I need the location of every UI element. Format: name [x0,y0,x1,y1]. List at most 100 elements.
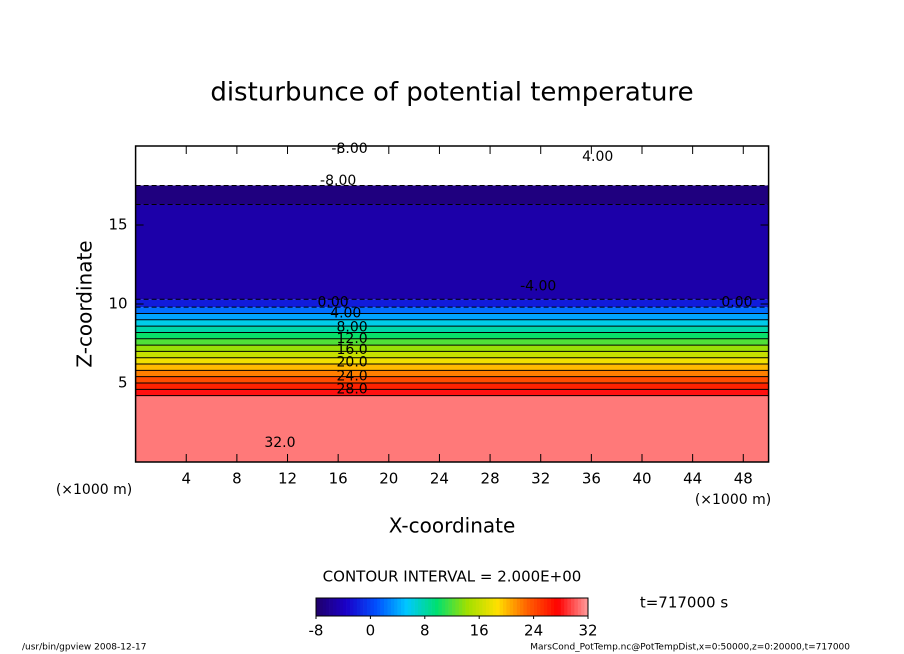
colorbar-swatch [492,598,497,616]
colorbar-swatch [380,598,385,616]
contour-label: 0.00 [318,294,349,310]
contour-band [135,351,769,358]
colorbar-swatch [472,598,477,616]
colorbar-swatch [346,598,351,616]
colorbar-swatch [390,598,395,616]
colorbar-swatch [363,598,368,616]
contour-label: 12.0 [337,331,368,347]
contour-band [135,313,769,320]
contour-band [135,307,769,314]
colorbar-swatch [448,598,453,616]
colorbar-swatch [356,598,361,616]
colorbar-swatch [550,598,555,616]
colorbar-swatch [326,598,330,616]
colorbar-swatch [421,598,426,616]
colorbar-swatch [557,598,562,616]
colorbar-swatch [543,598,548,616]
x-tick-label: 44 [683,470,702,488]
colorbar-swatch [397,598,402,616]
colorbar-swatch [370,598,375,616]
x-tick-label: 24 [430,470,449,488]
colorbar-swatch [506,598,511,616]
contour-label: 8.00 [337,320,368,336]
colorbar-swatch [333,598,337,616]
contour-label: 4.00 [330,305,361,321]
x-tick-label: 12 [278,470,297,488]
colorbar-tick-label: 16 [470,622,489,640]
colorbar-swatch [394,598,398,616]
colorbar-tick-label: -8 [309,622,324,640]
colorbar-swatch [567,598,572,616]
colorbar-swatch [418,598,422,616]
colorbar-swatch [455,598,460,616]
colorbar-swatch [322,598,327,616]
contour-label: 4.00 [582,149,613,165]
colorbar-swatch [516,598,521,616]
colorbar-swatch [462,598,466,616]
colorbar-swatch [411,598,415,616]
colorbar-swatch [452,598,456,616]
colorbar-swatch [414,598,419,616]
colorbar-swatch [571,598,575,616]
contour-band [135,383,769,390]
contour-band [135,345,769,352]
time-label: t=717000 s [640,594,728,612]
x-axis-label: X-coordinate [389,514,516,538]
contour-band [135,146,769,186]
colorbar-swatch [445,598,449,616]
colorbar-swatch [564,598,568,616]
colorbar-swatch [458,598,463,616]
x-tick-label: 40 [632,470,651,488]
colorbar-swatch [496,598,500,616]
contour-label: -8.00 [320,173,356,189]
colorbar-swatch [404,598,409,616]
colorbar-tick-label: 24 [524,622,543,640]
colorbar-swatch [513,598,517,616]
colorbar-swatch [360,598,364,616]
colorbar-swatch [537,598,541,616]
contour-band [135,364,769,371]
y-tick-label: 10 [109,295,128,313]
colorbar-swatch [574,598,579,616]
colorbar-swatch [503,598,507,616]
colorbar-swatch [350,598,354,616]
colorbar-swatch [469,598,473,616]
colorbar-tick-label: 32 [578,622,597,640]
contour-band [135,185,769,205]
contour-band [135,357,769,365]
contour-band [135,338,769,346]
x-unit-label: (×1000 m) [56,482,132,498]
x-tick-label: 36 [582,470,601,488]
x-tick-label: 8 [232,470,242,488]
contour-label: 20.0 [337,354,368,370]
footer-right: MarsCond_PotTemp.nc@PotTempDist,x=0:5000… [530,643,850,653]
colorbar-swatch [438,598,443,616]
colorbar-swatch [533,598,538,616]
colorbar-tick-label: 8 [420,622,430,640]
colorbar-swatch [329,598,334,616]
contour-band [135,319,769,327]
y-axis-label: Z-coordinate [73,240,97,367]
contour-label: -4.00 [520,279,556,295]
contour-band [135,370,769,377]
colorbar-swatch [475,598,480,616]
colorbar-swatch [431,598,436,616]
colorbar-swatch [401,598,405,616]
colorbar-swatch [489,598,494,616]
colorbar-swatch [540,598,545,616]
contour-label: 28.0 [337,381,368,397]
contour-band [135,376,769,383]
colorbar-swatch [316,598,320,616]
footer-left: /usr/bin/gpview 2008-12-17 [22,643,146,653]
colorbar-swatch [530,598,534,616]
colorbar-swatch [343,598,347,616]
contour-label: 16.0 [337,342,368,358]
contour-label: 0.00 [721,294,752,310]
colorbar-swatch [479,598,483,616]
colorbar-swatch [560,598,565,616]
chart-title: disturbunce of potential temperature [210,78,693,108]
colorbar-swatch [336,598,341,616]
colorbar-swatch [367,598,371,616]
colorbar-frame [315,597,589,617]
